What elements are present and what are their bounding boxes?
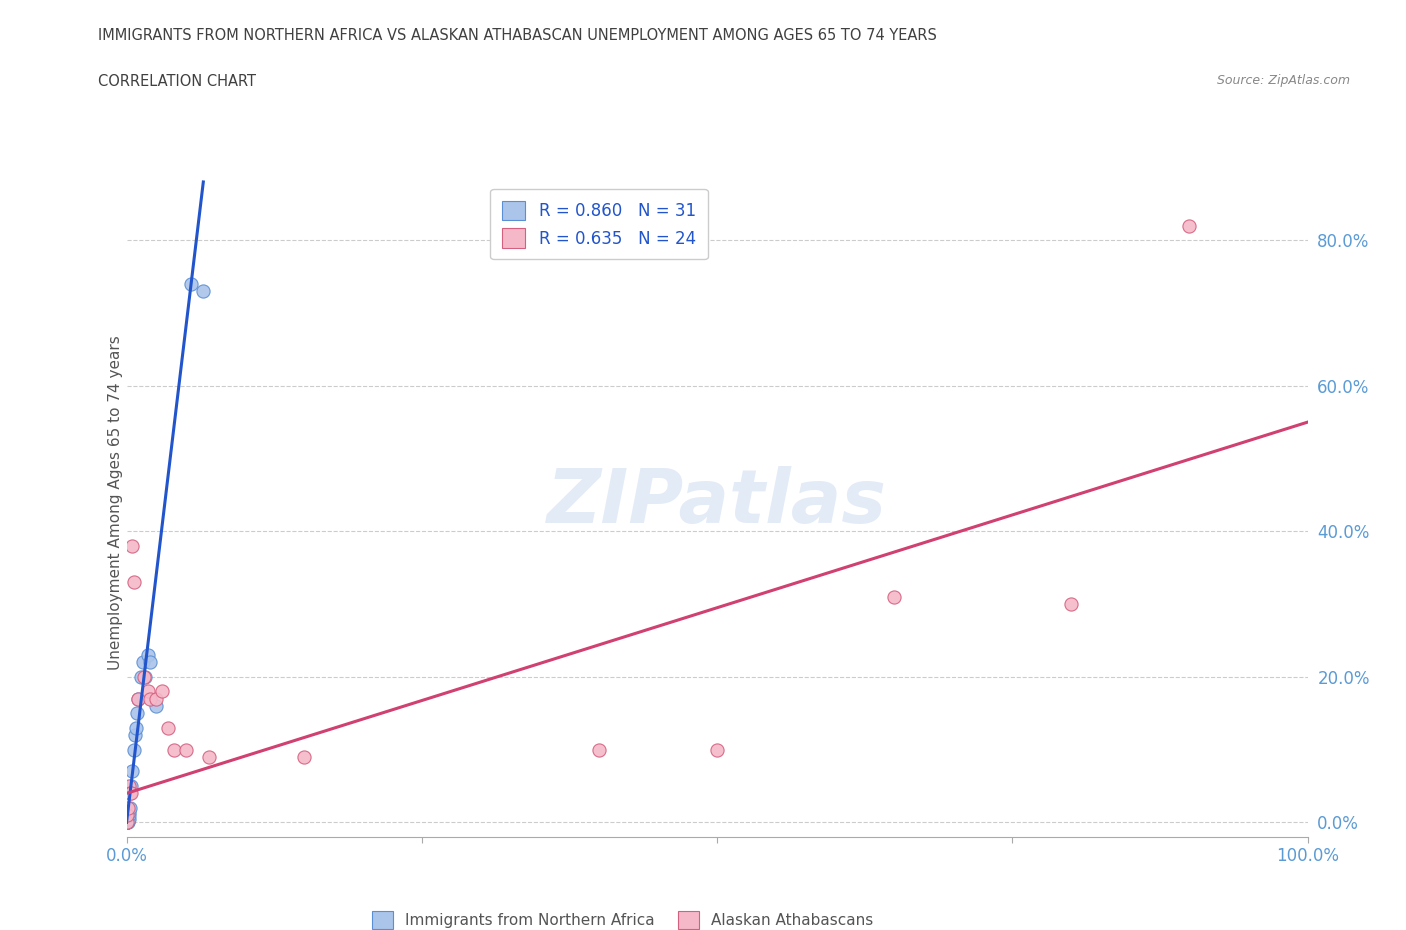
Point	[115, 808, 138, 823]
Text: CORRELATION CHART: CORRELATION CHART	[98, 74, 256, 89]
Point	[118, 804, 141, 819]
Point	[118, 811, 141, 826]
Point	[117, 801, 139, 816]
Point	[134, 670, 156, 684]
Point	[121, 764, 143, 779]
Point	[115, 815, 138, 830]
Legend: Immigrants from Northern Africa, Alaskan Athabascans: Immigrants from Northern Africa, Alaskan…	[366, 905, 880, 930]
Point	[120, 786, 142, 801]
Point	[125, 721, 148, 736]
Point	[292, 750, 315, 764]
Point	[883, 590, 905, 604]
Point	[115, 815, 138, 830]
Point	[124, 727, 146, 742]
Point	[180, 276, 202, 291]
Point	[115, 815, 138, 830]
Point	[139, 655, 162, 670]
Point	[117, 814, 139, 829]
Point	[120, 786, 142, 801]
Point	[117, 808, 139, 823]
Text: Source: ZipAtlas.com: Source: ZipAtlas.com	[1216, 74, 1350, 87]
Point	[127, 706, 149, 721]
Point	[136, 684, 159, 698]
Point	[1178, 219, 1201, 233]
Point	[122, 742, 145, 757]
Point	[120, 801, 142, 816]
Point	[134, 670, 156, 684]
Point	[115, 815, 138, 830]
Point	[115, 815, 138, 830]
Point	[132, 655, 155, 670]
Text: ZIPatlas: ZIPatlas	[547, 466, 887, 538]
Point	[150, 684, 173, 698]
Point	[163, 742, 186, 757]
Point	[118, 808, 141, 823]
Point	[115, 813, 138, 828]
Point	[139, 691, 162, 706]
Point	[706, 742, 728, 757]
Point	[117, 815, 139, 830]
Point	[136, 647, 159, 662]
Point	[193, 284, 215, 299]
Point	[127, 691, 149, 706]
Point	[117, 811, 139, 826]
Point	[129, 670, 152, 684]
Point	[145, 691, 167, 706]
Point	[174, 742, 197, 757]
Point	[115, 815, 138, 830]
Point	[121, 538, 143, 553]
Point	[122, 575, 145, 590]
Point	[127, 691, 149, 706]
Point	[118, 778, 141, 793]
Text: IMMIGRANTS FROM NORTHERN AFRICA VS ALASKAN ATHABASCAN UNEMPLOYMENT AMONG AGES 65: IMMIGRANTS FROM NORTHERN AFRICA VS ALASK…	[98, 28, 938, 43]
Point	[156, 721, 179, 736]
Point	[588, 742, 610, 757]
Point	[115, 811, 138, 826]
Point	[115, 814, 138, 829]
Point	[120, 778, 142, 793]
Point	[198, 750, 221, 764]
Point	[1060, 597, 1083, 612]
Point	[145, 698, 167, 713]
Y-axis label: Unemployment Among Ages 65 to 74 years: Unemployment Among Ages 65 to 74 years	[108, 335, 122, 670]
